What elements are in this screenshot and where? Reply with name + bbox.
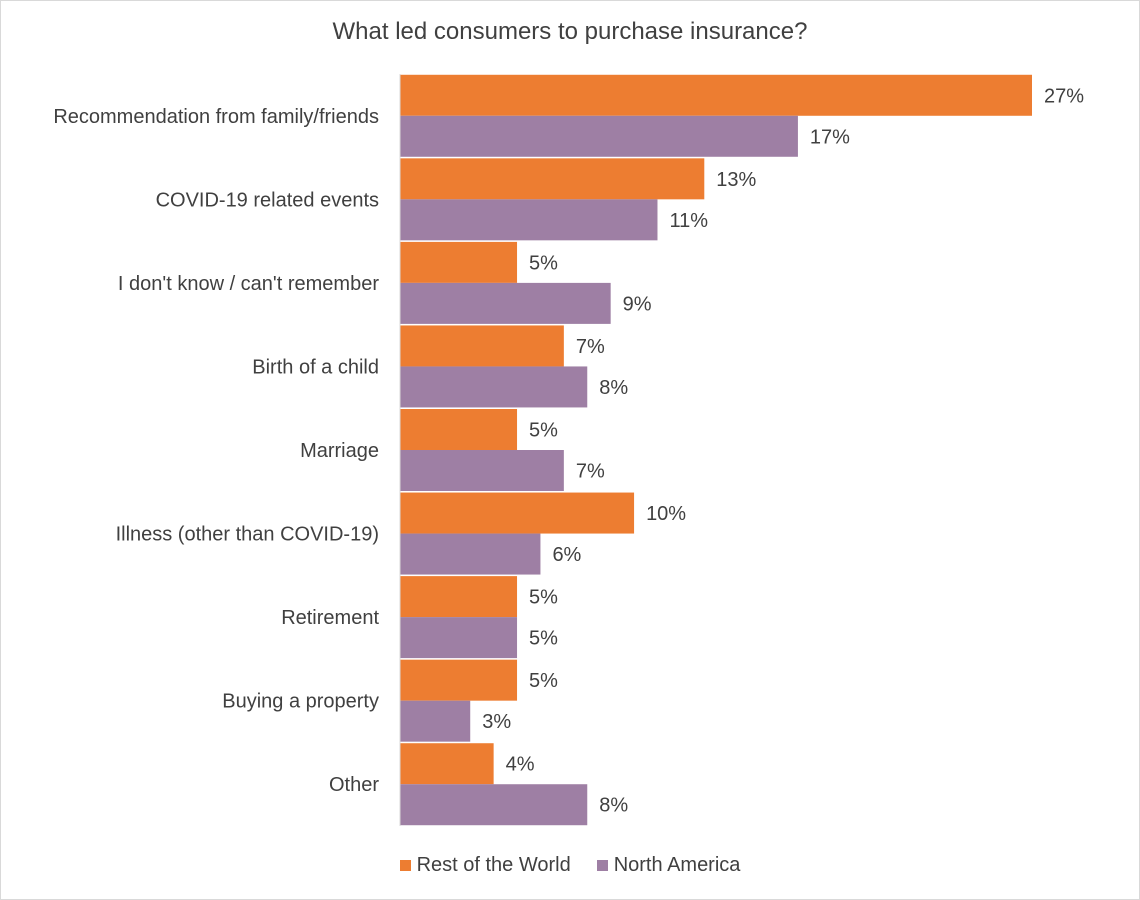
category-label-buying-a-property: Buying a property bbox=[222, 691, 379, 713]
bar-north-america-retirement bbox=[400, 617, 518, 659]
bar-rest-of-the-world-marriage bbox=[400, 409, 518, 450]
data-label-north-america-buying-a-property: 3% bbox=[482, 711, 511, 733]
bar-north-america-buying-a-property bbox=[400, 700, 471, 742]
bar-north-america-recommendation-from-family-friends bbox=[400, 115, 798, 157]
bar-rest-of-the-world-recommendation-from-family-friends bbox=[400, 74, 1032, 116]
data-label-north-america-recommendation-from-family-friends: 17% bbox=[810, 126, 850, 148]
legend-item-rest-of-world: Rest of the World bbox=[399, 854, 571, 877]
category-label-i-don-t-know-can-t-remember: I don't know / can't remember bbox=[118, 273, 379, 295]
data-label-north-america-marriage: 7% bbox=[576, 461, 605, 483]
data-label-north-america-i-don-t-know-can-t-remember: 9% bbox=[623, 293, 652, 315]
bar-rest-of-the-world-i-don-t-know-can-t-remember bbox=[400, 241, 518, 283]
bar-rest-of-the-world-retirement bbox=[400, 576, 518, 618]
category-label-retirement: Retirement bbox=[281, 607, 379, 629]
data-label-rest-of-the-world-other: 4% bbox=[506, 754, 535, 776]
chart-legend: Rest of the World North America bbox=[0, 854, 1140, 877]
bar-rest-of-the-world-illness-other-than-covid-19 bbox=[400, 492, 635, 534]
data-label-rest-of-the-world-retirement: 5% bbox=[529, 587, 558, 609]
data-label-rest-of-the-world-illness-other-than-covid-19: 10% bbox=[646, 503, 686, 525]
legend-label-north-america: North America bbox=[613, 854, 741, 876]
legend-label-rest-of-world: Rest of the World bbox=[416, 854, 571, 876]
bar-north-america-other bbox=[400, 784, 588, 826]
bar-rest-of-the-world-covid-19-related-events bbox=[400, 158, 705, 200]
chart-title: What led consumers to purchase insurance… bbox=[332, 18, 808, 45]
data-label-rest-of-the-world-covid-19-related-events: 13% bbox=[716, 169, 756, 191]
category-label-marriage: Marriage bbox=[300, 440, 379, 462]
bar-rest-of-the-world-birth-of-a-child bbox=[400, 325, 564, 367]
bar-north-america-covid-19-related-events bbox=[400, 199, 658, 241]
legend-swatch-north-america bbox=[596, 860, 608, 871]
data-label-rest-of-the-world-i-don-t-know-can-t-remember: 5% bbox=[529, 252, 558, 274]
legend-item-north-america: North America bbox=[596, 854, 741, 877]
data-label-north-america-birth-of-a-child: 8% bbox=[599, 377, 628, 399]
category-label-other: Other bbox=[329, 774, 379, 796]
data-label-north-america-covid-19-related-events: 11% bbox=[669, 210, 708, 232]
data-label-rest-of-the-world-marriage: 5% bbox=[529, 420, 558, 442]
bar-north-america-i-don-t-know-can-t-remember bbox=[400, 282, 611, 324]
category-label-illness-other-than-covid-19: Illness (other than COVID-19) bbox=[116, 524, 379, 546]
data-label-north-america-other: 8% bbox=[599, 795, 628, 817]
bar-north-america-marriage bbox=[400, 450, 564, 491]
category-label-birth-of-a-child: Birth of a child bbox=[252, 356, 379, 378]
data-label-rest-of-the-world-recommendation-from-family-friends: 27% bbox=[1044, 85, 1084, 107]
legend-swatch-rest-of-world bbox=[399, 860, 411, 871]
category-label-covid-19-related-events: COVID-19 related events bbox=[156, 189, 379, 211]
bar-north-america-birth-of-a-child bbox=[400, 366, 588, 408]
data-label-north-america-illness-other-than-covid-19: 6% bbox=[552, 544, 581, 566]
data-label-north-america-retirement: 5% bbox=[529, 628, 558, 650]
bar-north-america-illness-other-than-covid-19 bbox=[400, 533, 541, 575]
data-label-rest-of-the-world-birth-of-a-child: 7% bbox=[576, 336, 605, 358]
bar-rest-of-the-world-other bbox=[400, 743, 494, 785]
category-label-recommendation-from-family-friends: Recommendation from family/friends bbox=[53, 106, 379, 128]
data-label-rest-of-the-world-buying-a-property: 5% bbox=[529, 670, 558, 692]
bar-rest-of-the-world-buying-a-property bbox=[400, 659, 518, 701]
